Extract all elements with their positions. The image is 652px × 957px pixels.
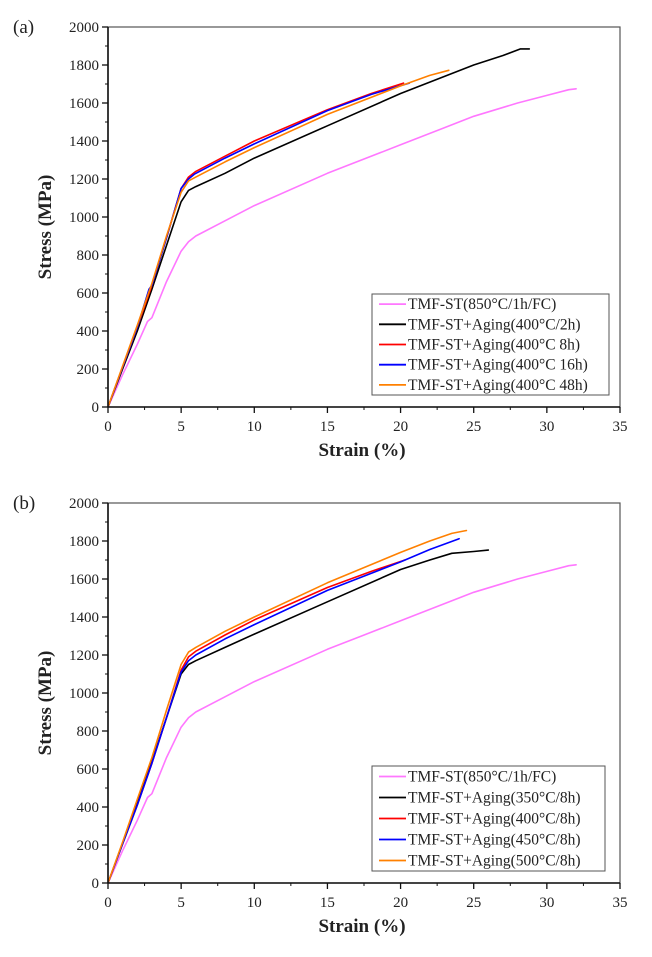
y-tick-label: 200 (77, 362, 100, 378)
series-line-1 (107, 48, 531, 408)
x-tick-label: 35 (613, 895, 628, 911)
panel-label: (a) (13, 17, 34, 38)
y-tick-label: 1600 (69, 572, 99, 588)
y-tick-label: 1000 (69, 210, 99, 226)
x-tick-label: 10 (247, 895, 262, 911)
x-axis-title: Strain (%) (318, 916, 405, 937)
x-tick-label: 0 (104, 895, 112, 911)
y-tick-label: 1200 (69, 648, 99, 664)
legend-item: TMF-ST(850°C/1h/FC) (379, 769, 556, 786)
y-tick-label: 0 (92, 876, 100, 892)
legend-box (371, 293, 610, 396)
legend-item: TMF-ST+Aging(400°C 8h) (379, 337, 580, 354)
legend-label: TMF-ST(850°C/1h/FC) (408, 769, 556, 786)
series-group (107, 48, 577, 408)
legend-item: TMF-ST+Aging(450°C/8h) (379, 832, 581, 849)
x-tick-label: 25 (466, 895, 481, 911)
y-axis-title: Stress (MPa) (35, 175, 56, 280)
legend-item: TMF-ST+Aging(400°C 48h) (379, 377, 588, 394)
series-line-3 (107, 537, 460, 884)
legend-label: TMF-ST+Aging(400°C 16h) (408, 357, 588, 374)
panel-b: 0 5 10 15 20 25 30 35 0 200 400 600 800 1000 1200 1400 1… (13, 493, 628, 937)
x-tick-label: 15 (320, 895, 335, 911)
series-line-2 (107, 82, 405, 408)
x-tick-label: 5 (177, 895, 185, 911)
legend: TMF-ST(850°C/1h/FC) TMF-ST+Aging(350°C/8h… (371, 765, 606, 872)
y-tick-label: 400 (77, 800, 100, 816)
y-tick-label: 1400 (69, 134, 99, 150)
y-tick-label: 800 (77, 248, 100, 264)
y-axis-title: Stress (MPa) (35, 651, 56, 756)
series-group (107, 529, 577, 884)
x-tick-label: 25 (466, 419, 481, 435)
x-tick-label: 20 (393, 895, 408, 911)
panel-a: 0 5 10 15 20 25 30 35 0 200 400 600 800 1000 1200 1400 1… (13, 17, 628, 461)
legend-item: TMF-ST+Aging(400°C/8h) (379, 811, 581, 828)
legend-label: TMF-ST+Aging(400°C/2h) (408, 316, 581, 333)
x-tick-label: 30 (539, 419, 554, 435)
x-axis-title: Strain (%) (318, 440, 405, 461)
legend-label: TMF-ST+Aging(350°C/8h) (408, 790, 581, 807)
x-tick-label: 30 (539, 895, 554, 911)
y-tick-label: 600 (77, 762, 100, 778)
legend-box (371, 765, 606, 872)
y-tick-label: 1200 (69, 172, 99, 188)
y-tick-label: 1000 (69, 686, 99, 702)
x-tick-label: 15 (320, 419, 335, 435)
series-line-0 (107, 563, 577, 884)
y-tick-label: 200 (77, 838, 100, 854)
y-tick-label: 1800 (69, 58, 99, 74)
legend-label: TMF-ST+Aging(400°C 48h) (408, 377, 588, 394)
x-tick-label: 0 (104, 419, 112, 435)
legend-item: TMF-ST+Aging(500°C/8h) (379, 853, 581, 870)
y-tick-label: 2000 (69, 20, 99, 36)
x-tick-label: 5 (177, 419, 185, 435)
y-tick-label: 2000 (69, 496, 99, 512)
legend-item: TMF-ST+Aging(400°C/2h) (379, 316, 581, 333)
legend-item: TMF-ST+Aging(350°C/8h) (379, 790, 581, 807)
y-tick-label: 400 (77, 324, 100, 340)
legend-label: TMF-ST(850°C/1h/FC) (408, 296, 556, 313)
y-tick-label: 1800 (69, 534, 99, 550)
series-line-2 (107, 559, 406, 884)
series-line-4 (107, 69, 450, 408)
x-tick-label: 20 (393, 419, 408, 435)
legend: TMF-ST(850°C/1h/FC) TMF-ST+Aging(400°C/2h… (371, 293, 610, 396)
y-tick-label: 1400 (69, 610, 99, 626)
legend-label: TMF-ST+Aging(500°C/8h) (408, 853, 581, 870)
legend-label: TMF-ST+Aging(400°C/8h) (408, 811, 581, 828)
y-tick-label: 800 (77, 724, 100, 740)
y-tick-label: 600 (77, 286, 100, 302)
legend-item: TMF-ST(850°C/1h/FC) (379, 296, 556, 313)
x-tick-label: 35 (613, 419, 628, 435)
x-tick-label: 10 (247, 419, 262, 435)
legend-item: TMF-ST+Aging(400°C 16h) (379, 357, 588, 374)
y-tick-label: 0 (92, 400, 100, 416)
panel-label: (b) (13, 493, 35, 514)
legend-label: TMF-ST+Aging(450°C/8h) (408, 832, 581, 849)
series-line-0 (107, 88, 577, 408)
series-line-3 (107, 82, 411, 408)
legend-label: TMF-ST+Aging(400°C 8h) (408, 337, 580, 354)
series-line-4 (107, 529, 468, 884)
y-tick-label: 1600 (69, 96, 99, 112)
